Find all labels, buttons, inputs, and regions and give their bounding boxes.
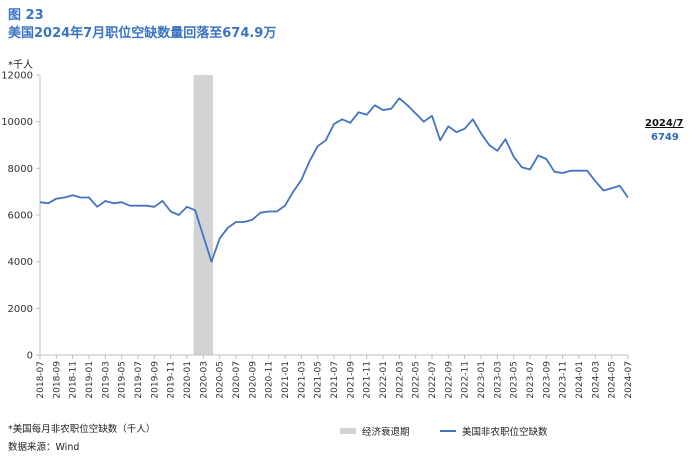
- x-tick-label: 2020-09: [248, 361, 258, 399]
- x-tick-labels: 2018-07 2018-09 2018-11 2019-01 2019-03 2019-…: [36, 355, 634, 399]
- callout-date: 2024/7: [645, 118, 684, 129]
- x-tick-label: 2019-07: [134, 361, 144, 399]
- legend-swatch-series: [440, 430, 456, 432]
- x-tick-label: 2018-11: [69, 361, 79, 399]
- legend-item-recession: 经济衰退期: [340, 424, 410, 438]
- x-tick-label: 2020-11: [265, 361, 275, 399]
- recession-band-layer: [193, 75, 213, 355]
- legend-swatch-recession: [340, 428, 356, 434]
- x-tick-label: 2019-05: [118, 361, 128, 399]
- x-tick-label: 2022-05: [412, 361, 422, 399]
- x-tick-label: 2023-01: [477, 361, 487, 399]
- x-tick-label: 2021-01: [281, 361, 291, 399]
- x-tick-label: 2023-05: [510, 361, 520, 399]
- axes: [39, 75, 628, 356]
- y-tick-labels: 0 2000 4000 6000 8000 10000 12000: [1, 71, 40, 362]
- x-tick-label: 2023-09: [542, 361, 552, 399]
- x-tick-label: 2022-07: [428, 361, 438, 399]
- callout-value: 6749: [651, 132, 679, 143]
- x-tick-label: 2020-01: [183, 361, 193, 399]
- x-tick-label: 2022-01: [379, 361, 389, 399]
- unit-label: *千人: [8, 60, 33, 71]
- x-tick-label: 2018-07: [36, 361, 46, 399]
- x-tick-label: 2019-01: [85, 361, 95, 399]
- x-tick-label: 2022-09: [444, 361, 454, 399]
- x-tick-label: 2024-03: [591, 361, 601, 399]
- legend-label-series: 美国非农职位空缺数: [462, 427, 548, 438]
- x-tick-label: 2023-03: [493, 361, 503, 399]
- y-tick-label: 10000: [1, 117, 33, 128]
- x-tick-label: 2019-03: [101, 361, 111, 399]
- x-tick-label: 2024-05: [608, 361, 618, 399]
- y-tick-label: 8000: [8, 164, 33, 175]
- legend-item-series: 美国非农职位空缺数: [440, 424, 548, 438]
- x-tick-label: 2018-09: [52, 361, 62, 399]
- data-source: 数据来源：Wind: [8, 442, 80, 453]
- x-tick-label: 2022-03: [395, 361, 405, 399]
- x-tick-label: 2022-11: [461, 361, 471, 399]
- figure-number: 图 23: [8, 8, 44, 23]
- x-tick-label: 2024-01: [575, 361, 585, 399]
- x-tick-label: 2020-05: [216, 361, 226, 399]
- x-tick-label: 2021-07: [330, 361, 340, 399]
- x-tick-label: 2023-11: [559, 361, 569, 399]
- x-tick-label: 2020-03: [199, 361, 209, 399]
- x-tick-label: 2021-03: [297, 361, 307, 399]
- x-tick-label: 2021-09: [346, 361, 356, 399]
- recession-band: [193, 75, 213, 355]
- x-tick-label: 2021-05: [314, 361, 324, 399]
- y-tick-label: 0: [27, 351, 33, 362]
- x-tick-label: 2021-11: [363, 361, 373, 399]
- x-tick-label: 2024-07: [624, 361, 634, 399]
- y-tick-label: 2000: [8, 304, 33, 315]
- chart-title: 美国2024年7月职位空缺数量回落至674.9万: [8, 26, 277, 41]
- y-tick-label: 4000: [8, 257, 33, 268]
- series-layer: [39, 97, 629, 263]
- x-tick-label: 2019-09: [150, 361, 160, 399]
- y-tick-label: 6000: [8, 211, 33, 222]
- y-tick-label: 12000: [1, 71, 33, 82]
- x-tick-label: 2020-07: [232, 361, 242, 399]
- x-tick-label: 2023-07: [526, 361, 536, 399]
- series-line: [39, 97, 629, 263]
- legend-label-recession: 经济衰退期: [362, 427, 410, 438]
- x-tick-label: 2019-11: [167, 361, 177, 399]
- footnote: *美国每月非农职位空缺数（千人）: [8, 424, 156, 435]
